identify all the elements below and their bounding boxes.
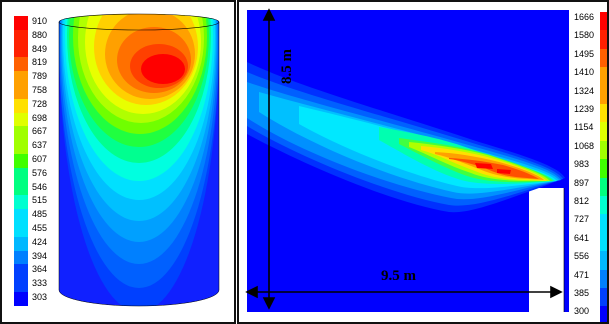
right-legend-bar-segment: [600, 140, 607, 160]
left-legend-swatch: [14, 181, 28, 196]
left-legend-swatch: [14, 126, 28, 141]
left-legend-label: 455: [32, 223, 48, 233]
left-legend-label: 789: [32, 71, 48, 82]
left-legend-label: 576: [32, 167, 48, 178]
left-legend-label: 303: [32, 292, 48, 302]
right-legend-label: 1239: [574, 104, 595, 114]
right-legend-bar-segment: [600, 67, 607, 86]
left-legend-swatch: [14, 236, 28, 251]
right-legend-bar-segment: [600, 122, 607, 141]
right-legend-bar-segment: [600, 214, 607, 233]
left-legend-label: 485: [32, 209, 48, 220]
left-legend-label: 819: [32, 57, 48, 68]
right-legend-label: 1154: [574, 122, 594, 133]
right-legend-label: 897: [574, 177, 590, 188]
left-legend-label: 698: [32, 112, 48, 123]
left-legend-label: 394: [32, 250, 48, 261]
right-legend-label: 983: [574, 159, 590, 170]
height-dimension-arrow: [262, 8, 276, 310]
height-label: 8.5 m: [279, 49, 295, 84]
right-legend-bar-segment: [600, 85, 607, 104]
width-label: 9.5 m: [381, 268, 416, 284]
left-legend-swatch: [14, 43, 28, 58]
left-legend-label: 667: [32, 126, 48, 137]
left-legend-swatch: [14, 209, 28, 223]
right-legend-label: 812: [574, 196, 590, 206]
left-legend-swatch: [14, 112, 28, 127]
right-legend-bar-segment: [600, 48, 607, 68]
left-legend-swatch: [14, 223, 28, 237]
right-legend-bar-segment: [600, 30, 607, 49]
right-legend-label: 1666: [574, 12, 595, 22]
left-legend-swatch: [14, 250, 28, 265]
left-legend-label: 849: [32, 43, 48, 54]
left-legend-label: 728: [32, 98, 48, 109]
right-legend-label: 1495: [574, 48, 595, 59]
left-legend-label: 546: [32, 181, 48, 192]
right-legend-label: 641: [574, 232, 590, 243]
left-legend-swatch: [14, 85, 28, 99]
left-legend-label: 880: [32, 29, 48, 40]
right-legend-bar-segment: [600, 251, 607, 270]
right-legend-label: 1580: [574, 30, 595, 41]
right-legend-bar-segment: [600, 12, 607, 31]
left-legend-swatch: [14, 71, 28, 85]
left-legend-label: 333: [32, 278, 48, 289]
temperature-legend-left: 910 880 849 819 789 758 728 698 667 637 607 576 546 5…: [14, 16, 64, 306]
right-legend-label: 1410: [574, 67, 595, 78]
left-legend-label: 607: [32, 154, 48, 164]
left-legend-label: 637: [32, 140, 48, 151]
left-legend-swatch: [14, 167, 28, 182]
left-legend-swatch: [14, 140, 28, 154]
right-legend-bar-segment: [600, 159, 607, 178]
left-legend-label: 758: [32, 85, 48, 95]
right-legend-label: 1068: [574, 140, 595, 151]
width-dimension-arrow: [245, 285, 563, 299]
right-legend-bar-segment: [600, 269, 607, 288]
furnace-section-panel: 8.5 m 9.5 m 1666 1580 1495 1410 1324 1239 1154…: [237, 0, 609, 324]
right-legend-label: 471: [574, 269, 590, 280]
left-legend-swatch: [14, 154, 28, 168]
right-legend-bar-segment: [600, 288, 607, 307]
right-legend-bar-segment: [600, 306, 607, 322]
left-legend-swatch: [14, 29, 28, 44]
right-legend-label: 1324: [574, 85, 595, 96]
left-legend-swatch: [14, 278, 28, 292]
right-legend-label: 385: [574, 288, 590, 298]
left-legend-swatch: [14, 264, 28, 279]
left-legend-swatch: [14, 57, 28, 72]
left-legend-label: 424: [32, 236, 48, 247]
right-legend-bar-segment: [600, 104, 607, 123]
right-legend-bar-segment: [600, 232, 607, 252]
right-legend-label: 556: [574, 251, 590, 262]
right-legend-label: 727: [574, 214, 590, 225]
left-legend-label: 364: [32, 264, 48, 275]
left-legend-swatch: [14, 98, 28, 113]
left-legend-swatch: [14, 195, 28, 210]
left-legend-swatch: [14, 292, 28, 306]
cylinder-temperature-panel: 910 880 849 819 789 758 728 698 667 637 607 576 546 5…: [0, 0, 236, 324]
right-legend-label: 300: [574, 306, 590, 317]
left-legend-swatch: [14, 16, 28, 30]
right-legend-bar-segment: [600, 177, 607, 196]
left-legend-label: 910: [32, 16, 48, 26]
right-legend-bar-segment: [600, 196, 607, 215]
furnace-contour-plot: [245, 8, 569, 312]
temperature-legend-right: 1666 1580 1495 1410 1324 1239 1154 1068 983 897 81…: [566, 12, 607, 322]
left-legend-label: 515: [32, 195, 48, 206]
cylinder-contour-plot: [58, 13, 220, 307]
